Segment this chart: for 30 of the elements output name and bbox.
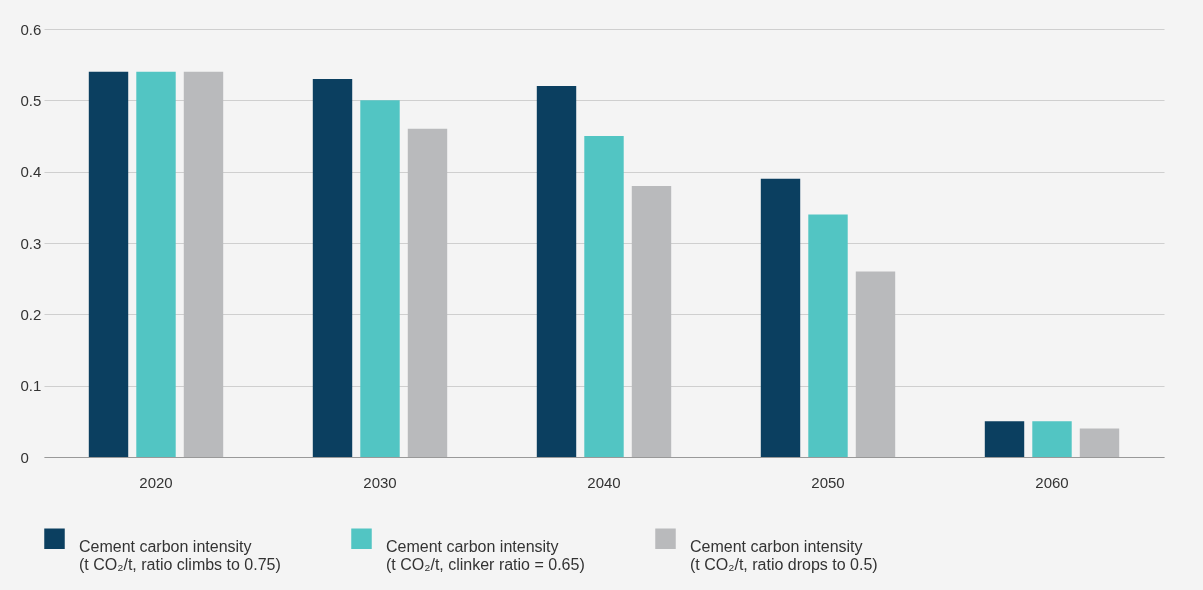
bar — [984, 421, 1025, 457]
bar — [760, 178, 801, 457]
y-tick-label: 0 — [20, 448, 29, 466]
bar — [1079, 428, 1120, 457]
x-tick-label: 2020 — [139, 473, 173, 491]
bar — [1032, 421, 1072, 457]
bar — [855, 271, 896, 457]
x-tick-label: 2030 — [363, 473, 397, 491]
y-tick-label: 0.2 — [20, 305, 42, 323]
bar — [631, 185, 672, 457]
bar — [360, 100, 400, 457]
x-tick-label: 2060 — [1035, 473, 1069, 491]
x-tick-label: 2040 — [587, 473, 621, 491]
bar — [536, 86, 577, 457]
y-tick-label: 0.6 — [20, 20, 42, 38]
y-tick-label: 0.4 — [20, 163, 42, 181]
legend-label: Cement carbon intensity (t CO₂/t, ratio climbs to 0.75) — [79, 537, 281, 573]
bar — [136, 71, 176, 457]
legend-label: Cement carbon intensity (t CO₂/t, clinker ratio = 0.65) — [386, 537, 585, 573]
y-tick-label: 0.5 — [20, 91, 42, 109]
bar — [88, 71, 129, 457]
x-tick-label: 2050 — [811, 473, 845, 491]
bar — [584, 136, 624, 457]
bar — [312, 78, 353, 457]
y-tick-label: 0.1 — [20, 377, 42, 395]
legend-label: Cement carbon intensity (t CO₂/t, ratio drops to 0.5) — [690, 537, 878, 573]
bar — [808, 214, 848, 457]
y-tick-label: 0.3 — [20, 234, 42, 252]
bar — [183, 71, 224, 457]
bar — [407, 128, 448, 457]
